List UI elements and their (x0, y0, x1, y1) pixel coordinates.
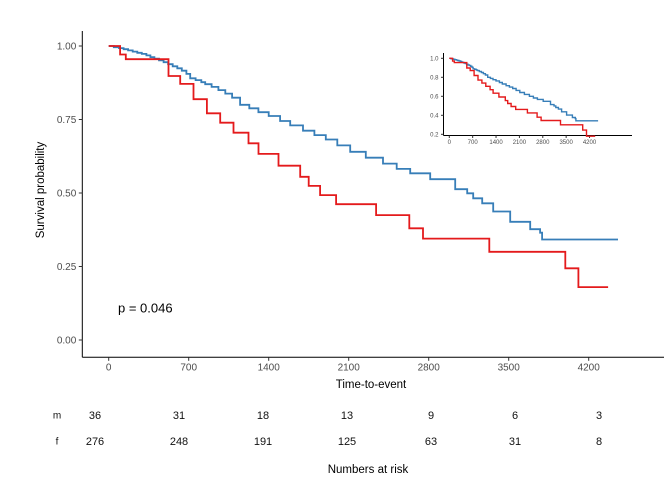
risk-value: 31 (172, 409, 186, 422)
main-plot-curve-m (108, 45, 609, 288)
risk-value: 31 (508, 436, 522, 449)
risk-value: 63 (424, 436, 438, 449)
inset-plot-curve-m (449, 57, 596, 137)
main-plot-curve-f (108, 45, 618, 241)
main-plot-x-tick-label: 4200 (578, 363, 601, 374)
main-plot-x-tick-label: 2100 (338, 363, 361, 374)
main-plot-x-tick-label: 1400 (258, 363, 281, 374)
risk-value: 3 (595, 409, 603, 422)
inset-plot-x-tick-label: 0 (448, 140, 452, 146)
risk-row-label-m: m (52, 410, 62, 422)
inset-plot-y-tick-label: 0.2 (430, 132, 439, 138)
inset-plot-x-tick-label: 4200 (583, 140, 597, 146)
main-plot-x-tick-label: 700 (180, 363, 197, 374)
risk-row-label-f: f (55, 436, 59, 448)
main-plot-x-tick-label: 2800 (418, 363, 441, 374)
risk-value: 6 (511, 409, 519, 422)
risk-value: 13 (340, 409, 354, 422)
main-plot: 1.000.750.500.250.000 700 1400 2100 2800 3500… (57, 31, 664, 374)
inset-plot-y-tick-label: 1.0 (430, 56, 439, 62)
risk-value: 191 (253, 436, 273, 449)
risk-value: 9 (427, 409, 435, 422)
risk-value: 276 (85, 436, 105, 449)
inset-plot-x-tick-label: 1400 (489, 140, 503, 146)
risk-value: 36 (88, 409, 102, 422)
main-plot-x-tick-label: 3500 (498, 363, 521, 374)
inset-plot-y-tick-label: 0.4 (430, 113, 439, 119)
risk-value: 8 (595, 436, 603, 449)
y-axis-title: Survival probability (35, 141, 47, 239)
main-plot-y-tick-label: 0.50 (57, 188, 77, 199)
main-plot-x-tick-label: 0 (106, 363, 112, 374)
inset-plot: 1.0 0.8 0.6 0.4 0.2 0 700 1400 2100 2800 3500 4200 (430, 53, 632, 146)
inset-plot-curve-f (449, 57, 599, 122)
x-axis-title: Time-to-event (335, 379, 407, 391)
inset-plot-x-tick-label: 2800 (536, 140, 550, 146)
risk-value: 248 (169, 436, 189, 449)
main-plot-y-tick-label: 0.00 (57, 335, 77, 346)
inset-plot-y-tick-label: 0.6 (430, 94, 439, 100)
risk-value: 18 (256, 409, 270, 422)
risk-table-caption: Numbers at risk (327, 464, 409, 476)
main-plot-y-tick-label: 1.00 (57, 41, 77, 52)
main-plot-y-tick-label: 0.75 (57, 115, 77, 126)
risk-value: 125 (337, 436, 357, 449)
main-plot-y-tick-label: 0.25 (57, 262, 77, 273)
inset-plot-x-tick-label: 3500 (559, 140, 573, 146)
inset-plot-y-tick-label: 0.8 (430, 75, 439, 81)
inset-plot-x-tick-label: 700 (468, 140, 479, 146)
p-value-annotation: p = 0.046 (118, 300, 173, 316)
inset-plot-x-tick-label: 2100 (513, 140, 527, 146)
